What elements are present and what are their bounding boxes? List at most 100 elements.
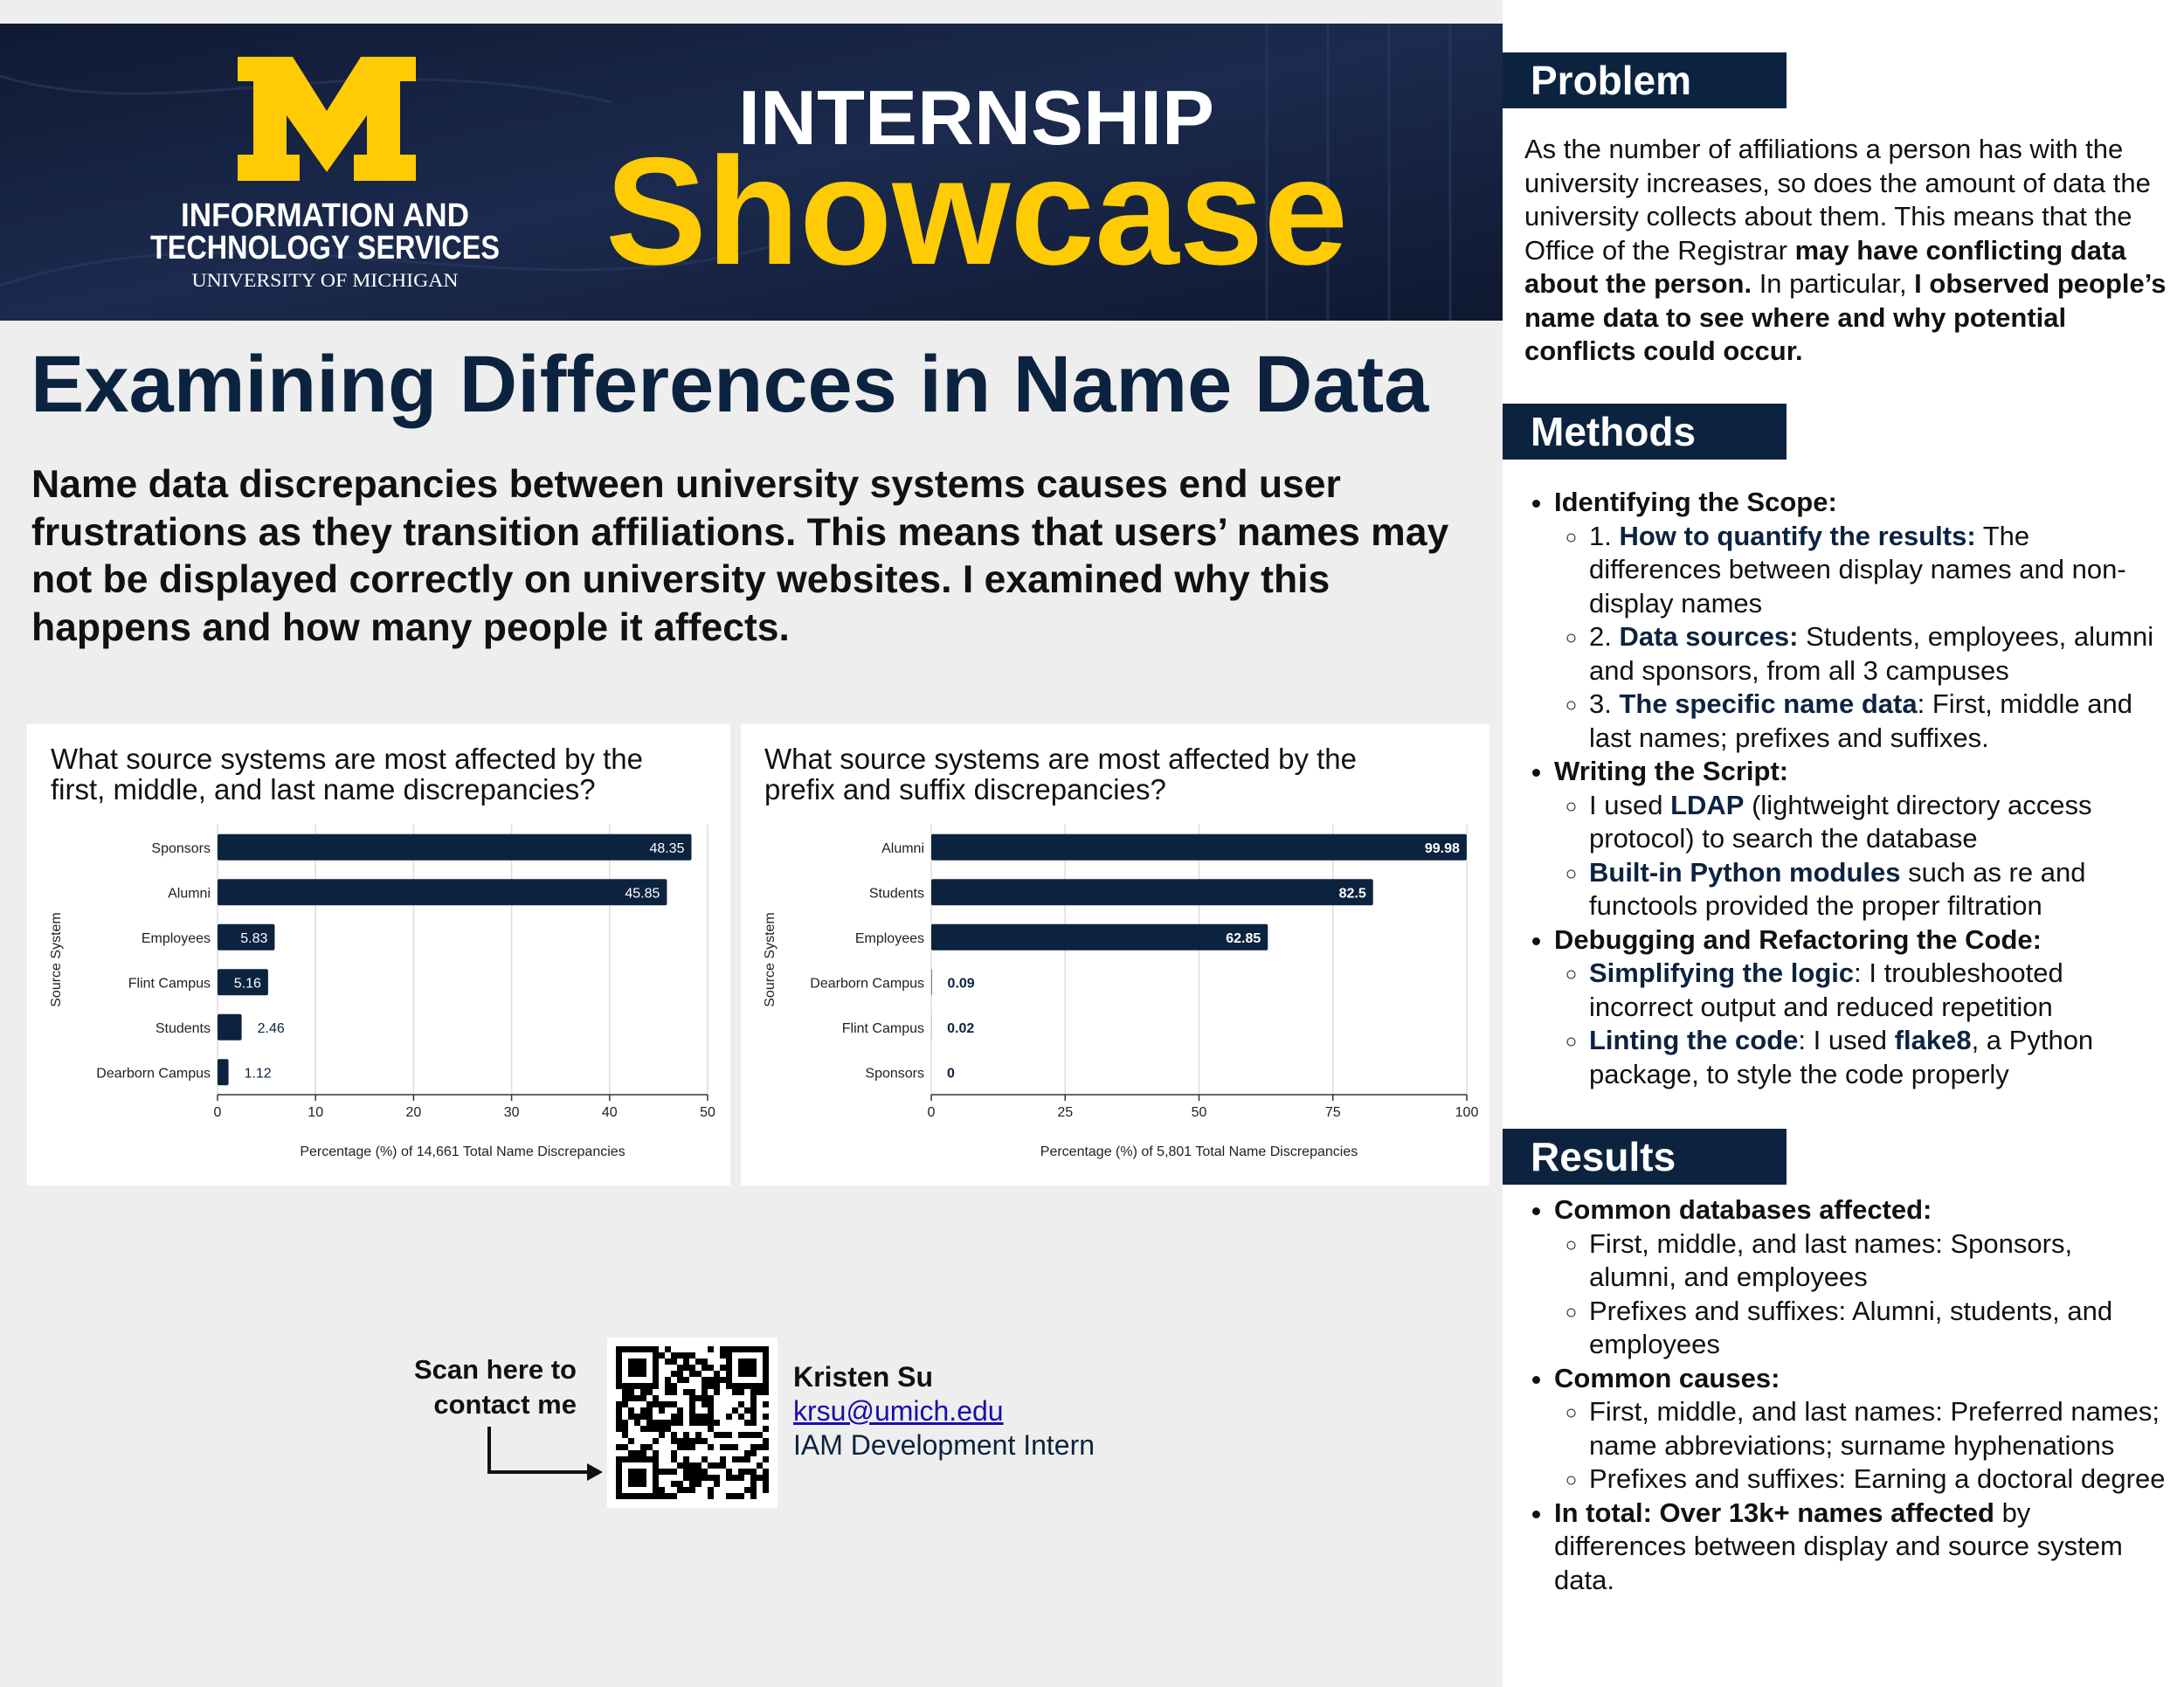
- qr-module: [689, 1407, 695, 1414]
- paragraph: As the number of affiliations a person h…: [1524, 133, 2167, 369]
- qr-module: [744, 1420, 750, 1426]
- qr-module: [640, 1389, 646, 1395]
- qr-module: [616, 1469, 622, 1475]
- qr-module: [665, 1493, 671, 1499]
- qr-module: [726, 1359, 732, 1365]
- qr-module: [646, 1383, 653, 1389]
- qr-module: [726, 1414, 732, 1420]
- bar: [931, 879, 1373, 906]
- qr-module: [646, 1389, 653, 1395]
- qr-module: [738, 1346, 744, 1352]
- qr-module: [738, 1432, 744, 1438]
- qr-module: [683, 1456, 689, 1462]
- section-body: As the number of affiliations a person h…: [1524, 133, 2167, 369]
- qr-module: [628, 1493, 634, 1499]
- qr-module: [640, 1359, 646, 1365]
- qr-module: [757, 1383, 763, 1389]
- qr-module: [640, 1469, 646, 1475]
- qr-module: [702, 1395, 708, 1401]
- qr-module: [628, 1475, 634, 1481]
- qr-module: [702, 1438, 708, 1444]
- poster-title: Examining Differences in Name Data: [31, 340, 1429, 429]
- chart-title: What source systems are most affected by…: [764, 743, 1358, 805]
- qr-module: [708, 1383, 714, 1389]
- y-tick-label: Flint Campus: [842, 1021, 924, 1036]
- qr-module: [726, 1346, 732, 1352]
- qr-module: [763, 1475, 769, 1481]
- value-label: 82.5: [1339, 886, 1366, 901]
- qr-module: [750, 1401, 757, 1407]
- y-tick-label: Employees: [855, 931, 924, 946]
- qr-module: [683, 1462, 689, 1469]
- qr-module: [671, 1493, 677, 1499]
- sub-item: 1. How to quantify the results: The diff…: [1589, 520, 2167, 621]
- qr-module: [702, 1469, 708, 1475]
- y-tick-label: Employees: [142, 931, 211, 946]
- qr-module: [732, 1475, 738, 1481]
- qr-module: [695, 1420, 702, 1426]
- qr-module: [653, 1487, 659, 1493]
- qr-module: [738, 1383, 744, 1389]
- qr-module: [689, 1487, 695, 1493]
- qr-module: [622, 1389, 628, 1395]
- qr-module: [683, 1438, 689, 1444]
- qr-module: [714, 1383, 720, 1389]
- qr-module: [738, 1475, 744, 1481]
- qr-module: [653, 1420, 659, 1426]
- qr-module: [628, 1456, 634, 1462]
- arrow: [487, 1427, 603, 1481]
- qr-module: [677, 1444, 683, 1450]
- sub-item: 3. The specific name data: First, middle…: [1589, 688, 2167, 755]
- y-tick-label: Sponsors: [865, 1066, 924, 1081]
- qr-module: [653, 1401, 659, 1407]
- qr-module: [714, 1377, 720, 1383]
- section-body: Identifying the Scope:1. How to quantify…: [1524, 486, 2167, 1091]
- qr-module: [622, 1432, 628, 1438]
- qr-module: [720, 1352, 726, 1359]
- qr-module: [671, 1401, 677, 1407]
- qr-module: [738, 1389, 744, 1395]
- text-run: 2.: [1589, 621, 1620, 652]
- sub-item: First, middle, and last names: Sponsors,…: [1589, 1227, 2167, 1295]
- qr-module: [671, 1481, 677, 1487]
- value-label: 5.16: [234, 976, 261, 991]
- qr-module: [695, 1414, 702, 1420]
- qr-module: [622, 1420, 628, 1426]
- qr-module: [616, 1475, 622, 1481]
- qr-module: [750, 1365, 757, 1371]
- qr-module: [750, 1493, 757, 1499]
- text-run: LDAP: [1670, 789, 1745, 820]
- university: UNIVERSITY OF MICHIGAN: [192, 269, 459, 291]
- bar: [218, 833, 692, 861]
- qr-module: [689, 1475, 695, 1481]
- qr-module: [634, 1420, 640, 1426]
- qr-module: [671, 1432, 677, 1438]
- qr-module: [683, 1352, 689, 1359]
- qr-module: [763, 1481, 769, 1487]
- qr-module: [616, 1371, 622, 1377]
- org-line: TECHNOLOGY SERVICES: [150, 230, 500, 266]
- qr-module: [702, 1383, 708, 1389]
- qr-module: [763, 1389, 769, 1395]
- qr-module: [634, 1346, 640, 1352]
- bar: [218, 1059, 229, 1086]
- qr-module: [689, 1469, 695, 1475]
- qr-module: [726, 1475, 732, 1481]
- bullet-item: Debugging and Refactoring the Code:Simpl…: [1554, 923, 2167, 1092]
- qr-module: [628, 1469, 634, 1475]
- chart: 0 10 20 30 40 50 Percentage (%) of 14,661 Tota…: [49, 825, 715, 1159]
- qr-module: [665, 1401, 671, 1407]
- qr-module: [695, 1438, 702, 1444]
- qr-module: [738, 1359, 744, 1365]
- chart-card: What source systems are most affected by…: [27, 724, 730, 1186]
- qr-module: [653, 1383, 659, 1389]
- text-run: I observed people’s name data to see whe…: [1524, 268, 2167, 366]
- qr-module: [683, 1359, 689, 1365]
- qr-code[interactable]: [607, 1338, 778, 1508]
- qr-module: [714, 1420, 720, 1426]
- qr-module: [653, 1371, 659, 1377]
- qr-module: [726, 1352, 732, 1359]
- contact-email[interactable]: krsu@umich.edu: [793, 1395, 1004, 1427]
- qr-module: [702, 1401, 708, 1407]
- qr-module: [634, 1395, 640, 1401]
